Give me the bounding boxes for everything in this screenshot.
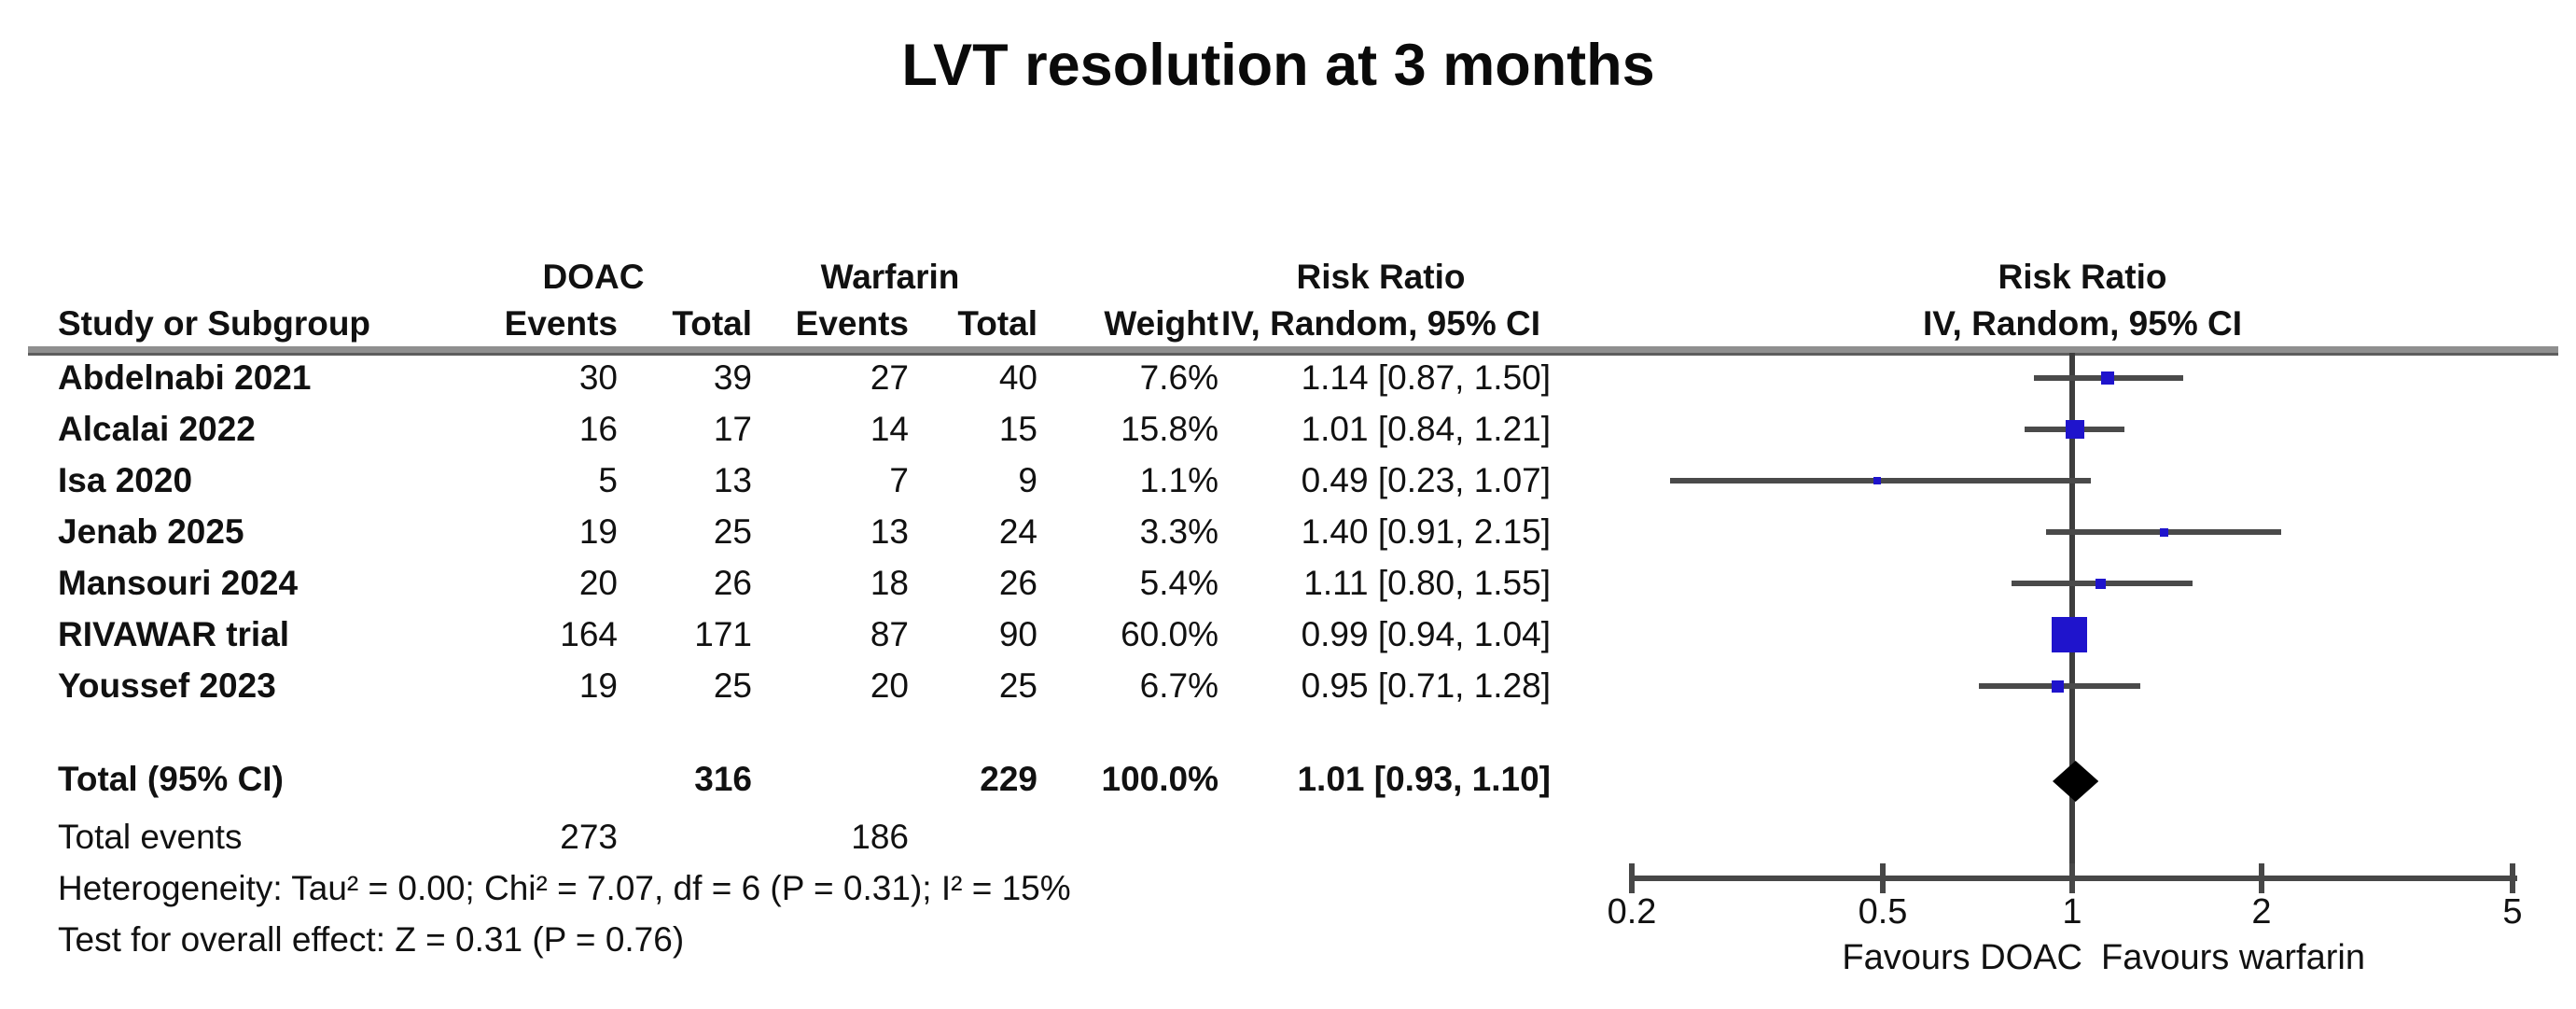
total-events-warfarin: 186 — [851, 818, 909, 856]
warfarin-total-value: 25 — [998, 666, 1037, 705]
study-name: Abdelnabi 2021 — [58, 358, 312, 397]
doac-total-value: 25 — [713, 666, 752, 705]
weight-value: 6.7% — [1139, 666, 1218, 705]
risk-ratio-ci-text: 0.99 [0.94, 1.04] — [1301, 615, 1551, 653]
doac-events-value: 19 — [578, 666, 618, 705]
total-events-label: Total events — [58, 818, 243, 856]
favours-doac-label: Favours DOAC — [1842, 938, 2082, 977]
warfarin-total-value: 26 — [998, 564, 1037, 602]
header-risk-ratio-plot: Risk Ratio — [1998, 258, 2167, 296]
warfarin-total-value: 15 — [998, 410, 1037, 448]
header-warfarin-events: Events — [795, 304, 909, 343]
null-effect-line — [2069, 353, 2075, 879]
doac-total-value: 171 — [694, 615, 752, 653]
header-risk-ratio-text: Risk Ratio — [1296, 258, 1466, 296]
weight-square — [2052, 617, 2087, 652]
weight-square — [2101, 371, 2114, 385]
header-iv-random-ci-plot: IV, Random, 95% CI — [1922, 304, 2242, 343]
total-diamond-shape — [2053, 761, 2098, 802]
weight-value: 60.0% — [1121, 615, 1218, 653]
weight-value: 1.1% — [1139, 461, 1218, 499]
risk-ratio-ci-text: 0.95 [0.71, 1.28] — [1301, 666, 1551, 705]
axis-tick-label: 1 — [2062, 892, 2082, 932]
weight-square — [1873, 477, 1881, 484]
total-weight: 100.0% — [1101, 760, 1219, 798]
risk-ratio-ci-text: 1.01 [0.84, 1.21] — [1301, 410, 1551, 448]
axis-tick-label: 2 — [2251, 892, 2272, 932]
doac-events-value: 30 — [578, 358, 618, 397]
doac-events-value: 16 — [578, 410, 618, 448]
header-group-doac: DOAC — [542, 258, 645, 296]
axis-tick — [2510, 863, 2515, 893]
doac-total-value: 39 — [713, 358, 752, 397]
warfarin-events-value: 18 — [870, 564, 909, 602]
study-name: RIVAWAR trial — [58, 615, 290, 653]
axis-tick — [1629, 863, 1635, 893]
warfarin-events-value: 13 — [870, 512, 909, 551]
doac-total-value: 17 — [713, 410, 752, 448]
study-name: Youssef 2023 — [58, 666, 276, 705]
chart-title: LVT resolution at 3 months — [901, 33, 1655, 98]
heterogeneity-stats: Heterogeneity: Tau² = 0.00; Chi² = 7.07,… — [58, 869, 1071, 907]
weight-square — [2052, 680, 2064, 693]
weight-value: 3.3% — [1139, 512, 1218, 551]
axis-tick — [2069, 863, 2075, 893]
doac-events-value: 20 — [578, 564, 618, 602]
study-name: Mansouri 2024 — [58, 564, 299, 602]
warfarin-total-value: 40 — [998, 358, 1037, 397]
total-warfarin-n: 229 — [980, 760, 1037, 798]
header-group-warfarin: Warfarin — [820, 258, 960, 296]
warfarin-events-value: 87 — [870, 615, 909, 653]
total-diamond — [2053, 761, 2098, 802]
doac-total-value: 25 — [713, 512, 752, 551]
axis-tick — [2259, 863, 2264, 893]
header-weight: Weight — [1104, 304, 1218, 343]
weight-value: 5.4% — [1139, 564, 1218, 602]
header-separator-line — [28, 346, 2558, 356]
warfarin-total-value: 9 — [1018, 461, 1037, 499]
warfarin-events-value: 20 — [870, 666, 909, 705]
study-name: Alcalai 2022 — [58, 410, 256, 448]
weight-value: 15.8% — [1121, 410, 1218, 448]
total-row-label: Total (95% CI) — [58, 760, 284, 798]
total-risk-ratio-ci: 1.01 [0.93, 1.10] — [1297, 760, 1551, 798]
total-doac-n: 316 — [694, 760, 752, 798]
risk-ratio-ci-text: 0.49 [0.23, 1.07] — [1301, 461, 1551, 499]
doac-total-value: 26 — [713, 564, 752, 602]
total-events-doac: 273 — [560, 818, 618, 856]
axis-tick-label: 5 — [2502, 892, 2523, 932]
doac-events-value: 5 — [598, 461, 618, 499]
axis-tick — [1880, 863, 1886, 893]
warfarin-events-value: 7 — [889, 461, 909, 499]
header-iv-random-ci-text: IV, Random, 95% CI — [1220, 304, 1540, 343]
header-warfarin-total: Total — [957, 304, 1037, 343]
doac-events-value: 19 — [578, 512, 618, 551]
study-name: Isa 2020 — [58, 461, 193, 499]
axis-tick-label: 0.5 — [1858, 892, 1908, 932]
header-study-or-subgroup: Study or Subgroup — [58, 304, 371, 343]
risk-ratio-ci-text: 1.14 [0.87, 1.50] — [1301, 358, 1551, 397]
warfarin-total-value: 24 — [998, 512, 1037, 551]
weight-square — [2096, 579, 2106, 589]
header-doac-total: Total — [672, 304, 752, 343]
study-name: Jenab 2025 — [58, 512, 244, 551]
doac-events-value: 164 — [560, 615, 618, 653]
doac-total-value: 13 — [713, 461, 752, 499]
warfarin-events-value: 27 — [870, 358, 909, 397]
axis-tick-label: 0.2 — [1607, 892, 1657, 932]
favours-warfarin-label: Favours warfarin — [2101, 938, 2365, 977]
warfarin-events-value: 14 — [870, 410, 909, 448]
weight-square — [2160, 528, 2168, 537]
weight-square — [2066, 420, 2084, 439]
overall-effect-test: Test for overall effect: Z = 0.31 (P = 0… — [58, 920, 685, 959]
risk-ratio-ci-text: 1.11 [0.80, 1.55] — [1303, 564, 1551, 602]
warfarin-total-value: 90 — [998, 615, 1037, 653]
weight-value: 7.6% — [1139, 358, 1218, 397]
header-doac-events: Events — [504, 304, 618, 343]
risk-ratio-ci-text: 1.40 [0.91, 2.15] — [1301, 512, 1551, 551]
